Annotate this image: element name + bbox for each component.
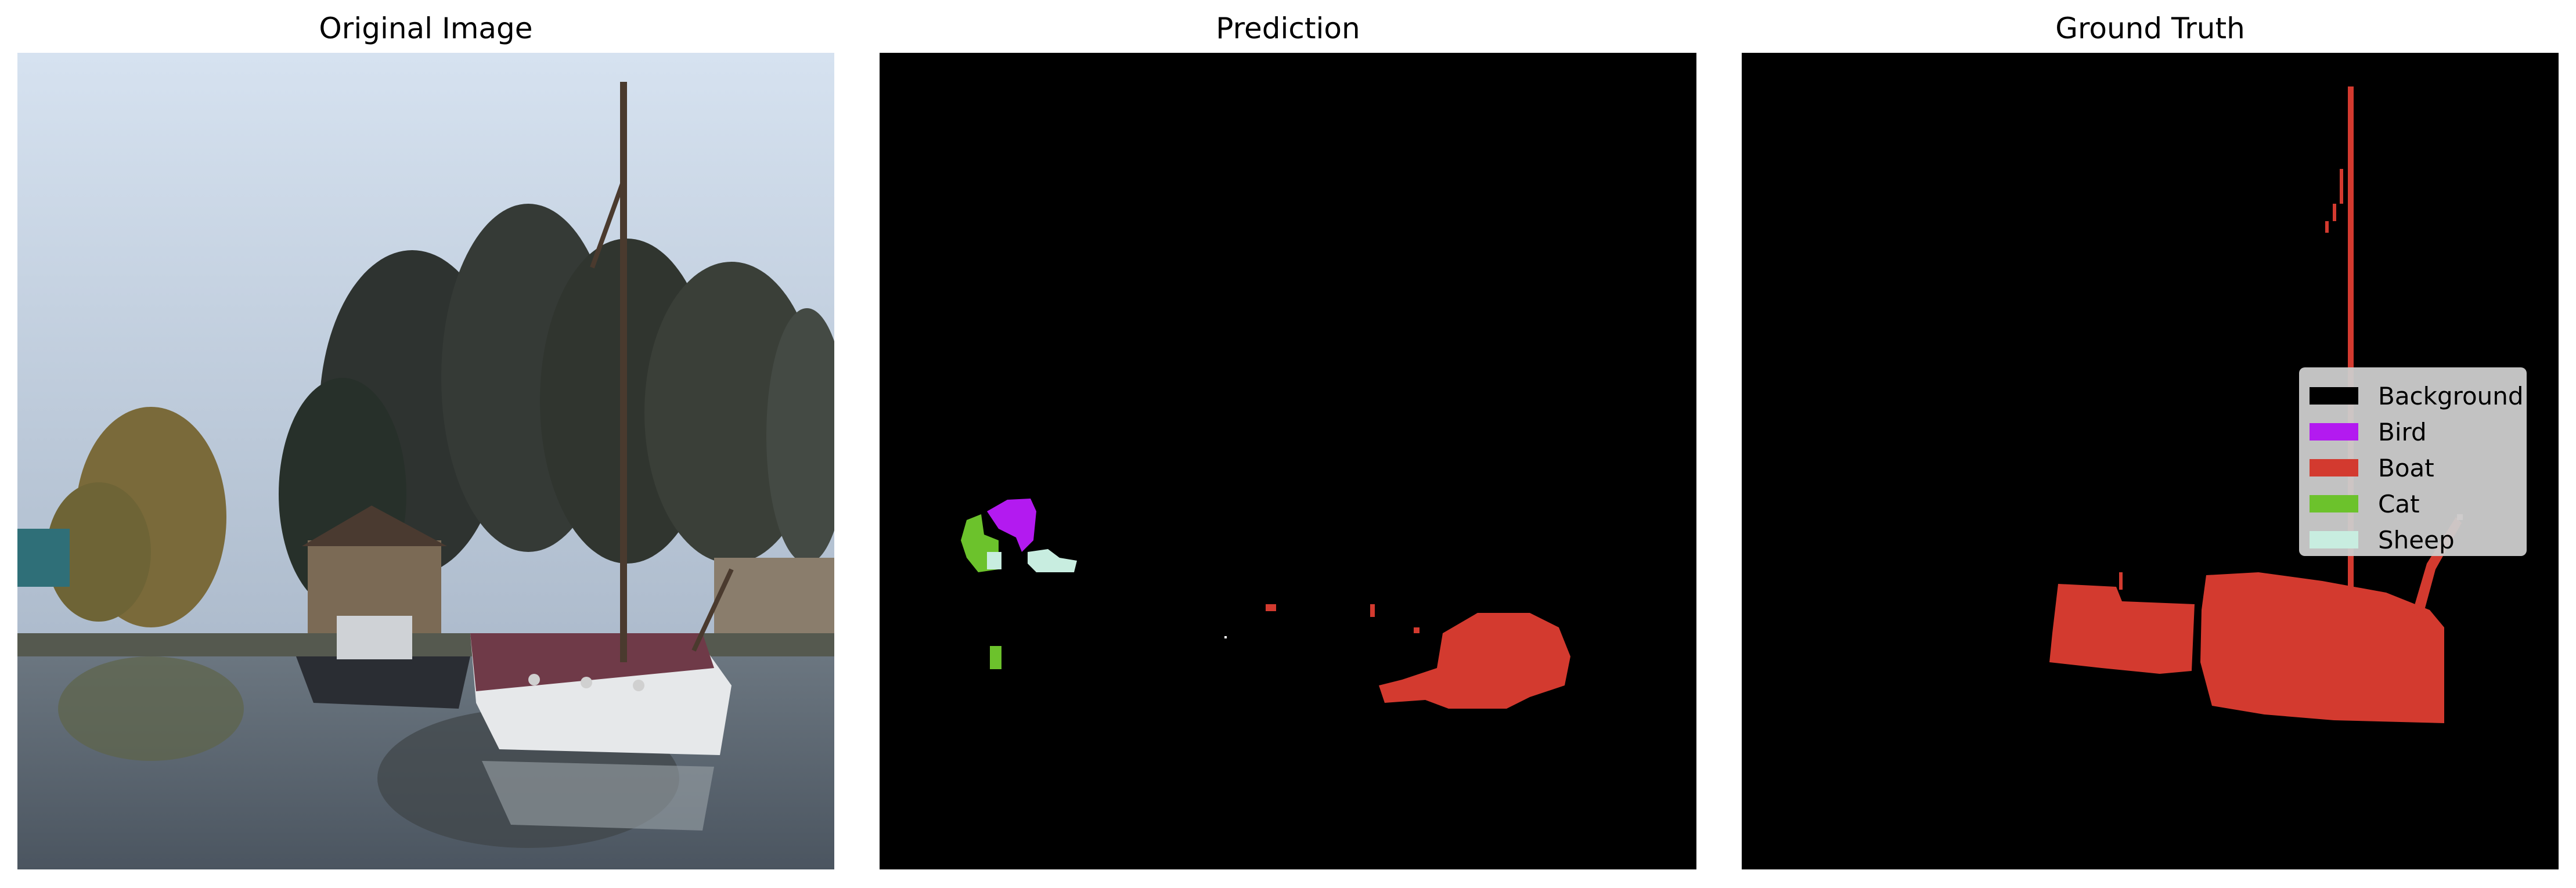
gt-mast: [2348, 86, 2354, 626]
ground-truth-title: Ground Truth: [2055, 12, 2245, 45]
prediction-mask: [880, 53, 1696, 869]
legend-label: Boat: [2378, 453, 2434, 482]
legend-swatch-bird: [2310, 423, 2358, 441]
prediction-panel: [880, 53, 1696, 869]
legend-swatch-sheep: [2310, 531, 2358, 548]
boat-photo: [17, 53, 834, 869]
legend-label: Bird: [2378, 417, 2427, 446]
pred-boat-region: [1379, 613, 1570, 709]
legend-swatch-cat: [2310, 495, 2358, 512]
pred-sheep-region: [1028, 549, 1077, 572]
legend-item-background: Background: [2310, 378, 2527, 414]
gt-boat-main: [2200, 572, 2444, 723]
original-image-panel: [17, 53, 834, 869]
legend-label: Sheep: [2378, 525, 2455, 554]
original-image-title: Original Image: [319, 12, 533, 45]
pred-bird-region: [987, 499, 1036, 552]
legend-item-cat: Cat: [2310, 486, 2527, 522]
legend-swatch-boat: [2310, 459, 2358, 477]
gt-boat-left: [2049, 584, 2195, 674]
legend-item-sheep: Sheep: [2310, 522, 2527, 558]
legend-label: Background: [2378, 381, 2524, 410]
legend-label: Cat: [2378, 489, 2420, 518]
legend-swatch-background: [2310, 387, 2358, 405]
legend-item-bird: Bird: [2310, 414, 2527, 450]
legend-item-boat: Boat: [2310, 450, 2527, 486]
legend: Background Bird Boat Cat Sheep: [2299, 367, 2527, 556]
pred-cat-small: [990, 646, 1001, 669]
prediction-title: Prediction: [1216, 12, 1360, 45]
